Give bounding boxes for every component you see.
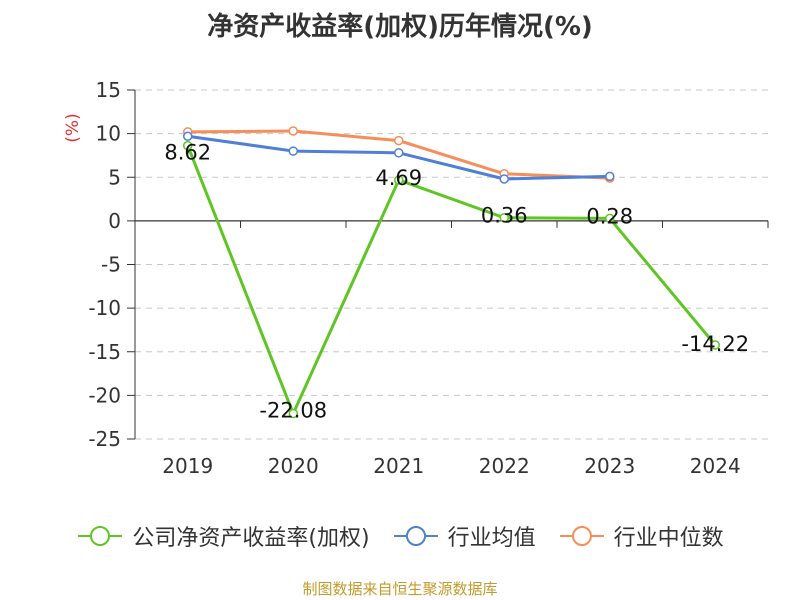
- legend-item-industry-median[interactable]: 行业中位数: [558, 520, 724, 552]
- data-label: 0.36: [481, 204, 528, 228]
- y-tick-label: -15: [88, 340, 121, 364]
- y-tick-label: 10: [96, 122, 121, 146]
- data-point-1: [288, 146, 298, 156]
- data-point-2: [288, 126, 298, 136]
- legend-item-industry-mean[interactable]: 行业均值: [392, 520, 536, 552]
- data-label: 0.28: [586, 204, 633, 228]
- x-tick-label: 2022: [479, 454, 530, 478]
- chart-title: 净资产收益率(加权)历年情况(%): [207, 12, 593, 42]
- y-axis-label: (%): [63, 113, 83, 142]
- y-tick-label: -25: [88, 427, 121, 451]
- legend-label-company-roe: 公司净资产收益率(加权): [132, 526, 370, 551]
- data-label: -14.22: [681, 332, 749, 356]
- legend-label-industry-mean: 行业均值: [447, 526, 536, 551]
- x-tick-label: 2019: [162, 454, 213, 478]
- x-tick-label: 2024: [690, 454, 741, 478]
- data-point-2: [394, 135, 404, 146]
- x-tick-label: 2020: [268, 454, 319, 478]
- y-tick-label: -5: [101, 253, 121, 277]
- legend-marker-industry-median: [559, 526, 604, 546]
- data-point-0: [605, 213, 615, 224]
- data-point-1: [394, 148, 404, 158]
- data-label: -22.08: [259, 399, 327, 423]
- data-point-0: [710, 340, 720, 350]
- data-point-0: [183, 140, 193, 151]
- legend-marker-company-roe: [78, 526, 123, 546]
- y-tick-label: -10: [88, 296, 121, 320]
- data-point-0: [499, 212, 509, 223]
- data-label: 4.69: [375, 166, 422, 190]
- series-line-0: [186, 145, 717, 416]
- data-point-1: [605, 171, 615, 182]
- legend-marker-industry-mean: [393, 526, 438, 546]
- data-point-1: [499, 174, 509, 184]
- legend: 公司净资产收益率(加权) 行业均值 行业中位数: [0, 520, 800, 552]
- x-tick-label: 2021: [373, 454, 424, 478]
- data-point-0: [394, 175, 404, 185]
- data-point-0: [288, 408, 298, 419]
- y-tick-label: -20: [88, 383, 121, 407]
- legend-item-company-roe[interactable]: 公司净资产收益率(加权): [76, 520, 370, 552]
- source-note: 制图数据来自恒生聚源数据库: [302, 580, 498, 598]
- y-tick-label: 5: [108, 165, 121, 189]
- data-point-1: [183, 131, 193, 141]
- y-tick-label: 0: [108, 209, 121, 233]
- legend-label-industry-median: 行业中位数: [613, 526, 724, 551]
- x-tick-label: 2023: [584, 454, 635, 478]
- data-label: 8.62: [164, 141, 211, 165]
- y-tick-label: 15: [96, 78, 121, 102]
